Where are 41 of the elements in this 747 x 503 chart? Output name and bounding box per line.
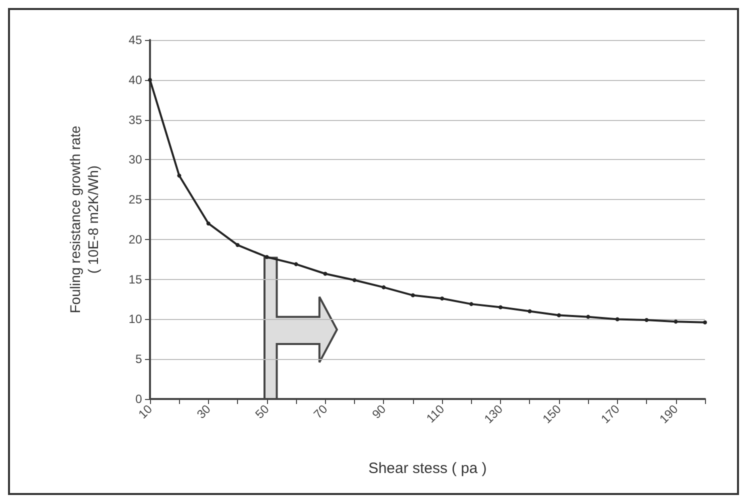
y-tick-label: 10 (128, 312, 142, 326)
point (236, 243, 240, 248)
y-tick-label: 40 (128, 72, 142, 87)
x-axis-title: Shear stess ( pa ) (368, 460, 487, 477)
y-tick-label: 5 (135, 352, 142, 366)
point (556, 313, 561, 318)
y-tick-label: 45 (128, 33, 142, 47)
point (264, 254, 269, 259)
x-tick-label: 110 (424, 402, 448, 426)
point (294, 262, 298, 266)
point (148, 78, 152, 82)
point (410, 293, 415, 298)
y-tick-label: 30 (128, 152, 142, 167)
point (323, 272, 328, 276)
x-tick-label: 50 (252, 402, 272, 422)
point (440, 296, 444, 300)
point (703, 320, 707, 324)
point (382, 285, 386, 290)
x-tick-label: 170 (598, 402, 623, 426)
point (352, 278, 356, 282)
y-tick-label: 15 (128, 272, 142, 286)
x-tick-label: 150 (540, 402, 564, 426)
x-tick-label: 90 (369, 402, 389, 422)
y-tick-label: 20 (128, 232, 142, 246)
y-axis-title: Fouling resistance growth rate ( 10E-8 m2K/Wh) (67, 126, 101, 314)
y-tick-label: 0 (135, 392, 142, 406)
point (498, 305, 503, 310)
point (615, 317, 620, 322)
point (469, 302, 474, 306)
point (586, 314, 590, 319)
x-tick-label: 130 (481, 402, 506, 426)
point (674, 320, 678, 324)
y-tick-label: 35 (128, 112, 142, 127)
point (206, 221, 210, 226)
point (644, 318, 649, 322)
point (177, 174, 182, 178)
x-tick-label: 190 (656, 402, 681, 426)
y-tick-label: 25 (128, 192, 142, 207)
x-tick-label: 70 (310, 402, 330, 422)
point (528, 309, 532, 314)
x-tick-label: 30 (194, 402, 214, 422)
